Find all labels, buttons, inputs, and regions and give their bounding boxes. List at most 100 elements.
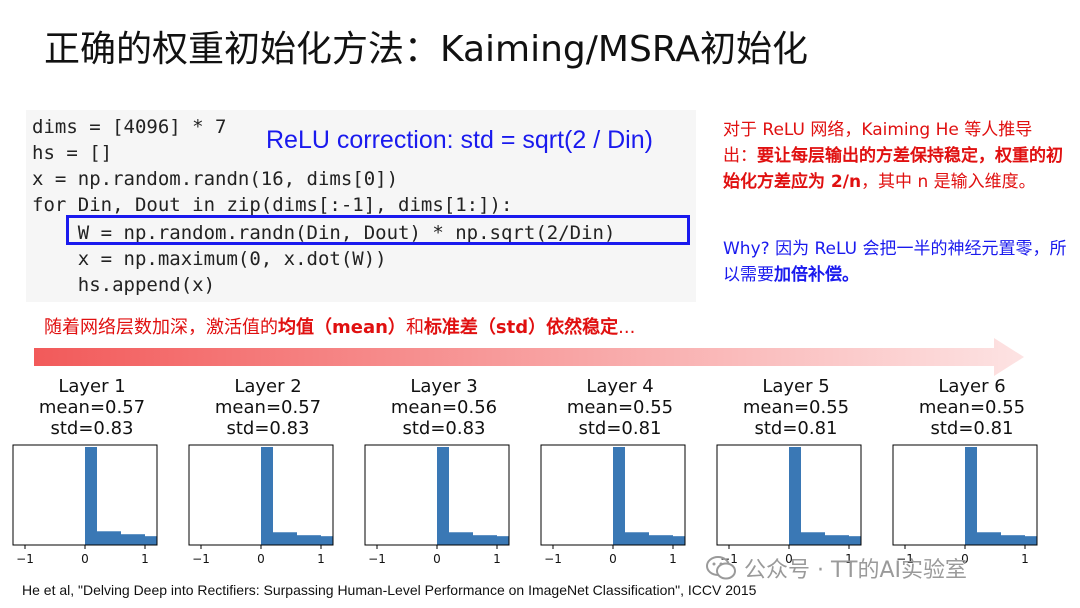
- panel-std: std=0.81: [930, 418, 1014, 439]
- panel-header: Layer 2 mean=0.57 std=0.83: [188, 376, 348, 439]
- x-tick-label: −1: [544, 552, 562, 566]
- panel-header: Layer 5 mean=0.55 std=0.81: [716, 376, 876, 439]
- trend-text: 随着网络层数加深，激活值的均值（mean）和标准差（std）依然稳定...: [44, 313, 635, 339]
- trend-arrow-icon: [34, 338, 1024, 376]
- trend-part2: 和: [405, 317, 424, 338]
- code-line: x = np.maximum(0, x.dot(W)): [32, 248, 387, 270]
- x-tick-label: −1: [192, 552, 210, 566]
- histogram-panel: Layer 4 mean=0.55 std=0.81 −1 0 1: [540, 376, 700, 572]
- x-tick-label: −1: [896, 552, 914, 566]
- histogram-chart: −1 0 1: [716, 444, 862, 566]
- histogram-bar: [1001, 535, 1025, 545]
- x-tick-label: −1: [720, 552, 738, 566]
- histogram-panel: Layer 3 mean=0.56 std=0.83 −1 0 1: [364, 376, 524, 572]
- code-line: hs = []: [32, 142, 113, 164]
- x-tick-label: 1: [669, 552, 677, 566]
- panel-header: Layer 1 mean=0.57 std=0.83: [12, 376, 172, 439]
- trend-part3: ...: [618, 317, 636, 338]
- note-blue-prefix: Why? 因为 ReLU 会把一半的神经元置零，所以需要: [723, 239, 1067, 285]
- x-tick-label: 1: [317, 552, 325, 566]
- histogram-bar: [473, 535, 497, 545]
- histogram-bar: [977, 532, 1001, 545]
- histogram-bar: [321, 536, 333, 545]
- histogram-chart: −1 0 1: [12, 444, 158, 566]
- note-red-prefix: 对于 ReLU 网络，Kaiming He 等人推导出：: [723, 120, 1033, 166]
- slide-title: 正确的权重初始化方法：Kaiming/MSRA初始化: [44, 29, 808, 70]
- x-tick-label: 0: [961, 552, 969, 566]
- code-line: dims = [4096] * 7: [32, 116, 227, 138]
- note-red-suffix: ，其中 n 是输入维度。: [861, 172, 1036, 192]
- x-tick-label: 0: [433, 552, 441, 566]
- histogram-panel: Layer 2 mean=0.57 std=0.83 −1 0 1: [188, 376, 348, 572]
- histogram-bar: [673, 536, 685, 545]
- panel-mean: mean=0.57: [38, 397, 146, 418]
- x-tick-label: 0: [785, 552, 793, 566]
- histogram-chart: −1 0 1: [540, 444, 686, 566]
- panel-title: Layer 6: [938, 376, 1006, 397]
- note-blue: Why? 因为 ReLU 会把一半的神经元置零，所以需要加倍补偿。: [723, 236, 1068, 288]
- panel-std: std=0.83: [402, 418, 486, 439]
- code-line: x = np.random.randn(16, dims[0]): [32, 168, 399, 190]
- histogram-chart: −1 0 1: [188, 444, 334, 566]
- histogram-bar: [121, 534, 145, 545]
- code-line: for Din, Dout in zip(dims[:-1], dims[1:]…: [32, 194, 513, 216]
- panel-std: std=0.83: [50, 418, 134, 439]
- panel-header: Layer 3 mean=0.56 std=0.83: [364, 376, 524, 439]
- code-line: W = np.random.randn(Din, Dout) * np.sqrt…: [32, 222, 616, 244]
- wechat-icon: [706, 556, 736, 580]
- panel-mean: mean=0.55: [918, 397, 1026, 418]
- watermark: 公众号 · TT的AI实验室: [706, 552, 967, 584]
- x-tick-label: 0: [81, 552, 89, 566]
- x-tick-label: 0: [609, 552, 617, 566]
- x-tick-label: −1: [368, 552, 386, 566]
- panel-mean: mean=0.55: [742, 397, 850, 418]
- panel-title: Layer 3: [410, 376, 478, 397]
- code-line: hs.append(x): [32, 274, 216, 296]
- histogram-bar: [97, 531, 121, 545]
- histogram-bar: [261, 447, 273, 545]
- code-highlight-box: [66, 215, 690, 245]
- trend-bold2: 标准差（std）依然稳定: [423, 317, 619, 338]
- histogram-bar: [965, 447, 977, 545]
- histogram-bar: [849, 536, 861, 545]
- panel-std: std=0.81: [754, 418, 838, 439]
- panel-mean: mean=0.57: [214, 397, 322, 418]
- panel-title: Layer 1: [58, 376, 126, 397]
- x-tick-label: 1: [141, 552, 149, 566]
- x-tick-label: −1: [16, 552, 34, 566]
- panel-mean: mean=0.55: [566, 397, 674, 418]
- panel-title: Layer 4: [586, 376, 654, 397]
- x-tick-label: 1: [493, 552, 501, 566]
- histogram-bar: [649, 535, 673, 545]
- panel-header: Layer 6 mean=0.55 std=0.81: [892, 376, 1052, 439]
- histogram-chart: −1 0 1: [892, 444, 1038, 566]
- panel-std: std=0.81: [578, 418, 662, 439]
- panel-mean: mean=0.56: [390, 397, 498, 418]
- histogram-panel: Layer 5 mean=0.55 std=0.81 −1 0 1: [716, 376, 876, 572]
- x-tick-label: 1: [1021, 552, 1029, 566]
- note-red: 对于 ReLU 网络，Kaiming He 等人推导出：要让每层输出的方差保持稳…: [723, 117, 1063, 195]
- panel-header: Layer 4 mean=0.55 std=0.81: [540, 376, 700, 439]
- code-block: dims = [4096] * 7 hs = [] x = np.random.…: [26, 110, 696, 302]
- note-red-bold: 要让每层输出的方差保持稳定，权重的初始化方差应为 2/n: [723, 146, 1063, 192]
- histogram-bar: [613, 447, 625, 545]
- histogram-bar: [801, 532, 825, 545]
- histogram-bar: [273, 532, 297, 545]
- citation: He et al, "Delving Deep into Rectifiers:…: [22, 582, 757, 598]
- histogram-bar: [625, 532, 649, 545]
- panel-title: Layer 5: [762, 376, 830, 397]
- histogram-bar: [825, 535, 849, 545]
- panel-std: std=0.83: [226, 418, 310, 439]
- histogram-bar: [789, 447, 801, 545]
- histogram-bar: [449, 532, 473, 545]
- note-blue-bold: 加倍补偿。: [774, 265, 859, 285]
- histogram-panel: Layer 1 mean=0.57 std=0.83 −1 0 1: [12, 376, 172, 572]
- x-tick-label: 1: [845, 552, 853, 566]
- histogram-bar: [145, 536, 157, 545]
- histogram-chart: −1 0 1: [364, 444, 510, 566]
- histogram-bar: [297, 535, 321, 545]
- histogram-bar: [497, 536, 509, 545]
- histogram-bar: [1025, 536, 1037, 545]
- code-hint: ReLU correction: std = sqrt(2 / Din): [266, 126, 653, 154]
- trend-part1: 随着网络层数加深，激活值的: [44, 317, 278, 338]
